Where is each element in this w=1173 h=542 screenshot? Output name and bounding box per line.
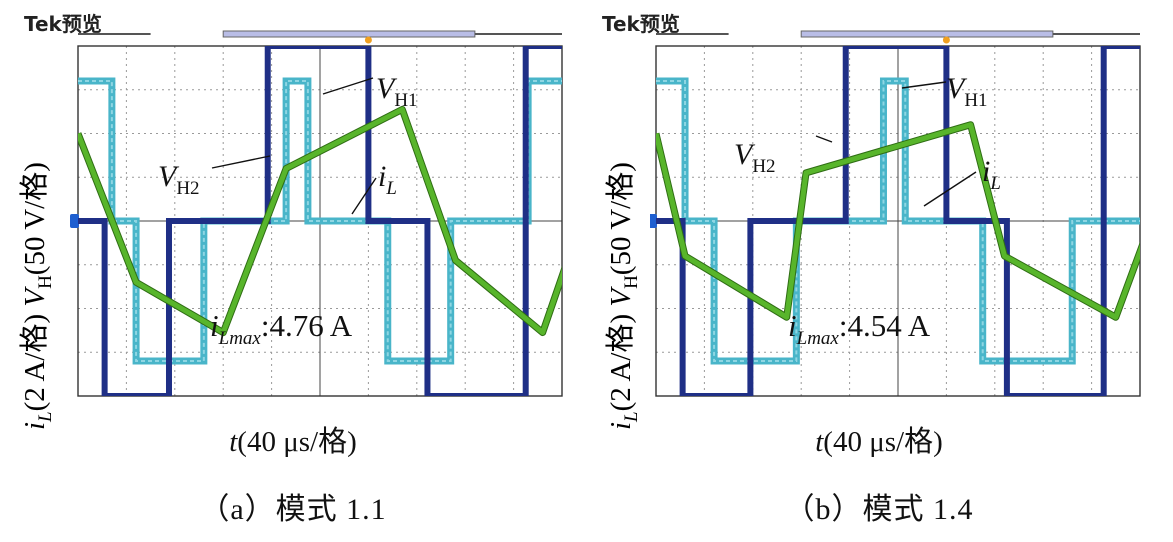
caption: （a）模式 1.1: [199, 493, 387, 526]
svg-text:iL(2 A/格) VH(50 V/格): iL(2 A/格) VH(50 V/格): [604, 162, 642, 430]
ruler-window: [222, 30, 476, 38]
label-vh2: VH2: [158, 160, 200, 199]
trigger-marker: [364, 36, 372, 44]
x-axis-label: t(40 μs/格): [815, 426, 943, 458]
label-vh1: VH1: [376, 72, 418, 111]
oscilloscope-plot: VH1 VH2 iL iLmax:4.54 A: [650, 30, 1141, 397]
label-il: iL: [378, 160, 397, 199]
svg-text:iL(2 A/格) VH(50 V/格): iL(2 A/格) VH(50 V/格): [18, 162, 56, 430]
leader-line-il: [351, 177, 377, 215]
panel-mode-1-1: Tek预览 iL(2 A/格) VH(50 V/格) VH1 VH2 iL iLmax…: [0, 0, 586, 542]
leader-line-vh1: [901, 81, 947, 89]
screen: VH1 VH2 iL iLmax:4.54 A: [650, 30, 1141, 397]
traces: [656, 46, 1140, 396]
y-axis-label: iL(2 A/格) VH(50 V/格): [18, 162, 56, 430]
y-axis-label: iL(2 A/格) VH(50 V/格): [604, 162, 642, 430]
caption: （b）模式 1.4: [784, 493, 974, 526]
annotation-ilmax: iLmax:4.54 A: [788, 308, 931, 349]
leader-line-vh1: [322, 77, 374, 95]
x-axis-label: t(40 μs/格): [229, 426, 357, 458]
ruler-window: [800, 30, 1054, 38]
leader-line-vh2: [211, 155, 271, 169]
label-il: iL: [982, 155, 1001, 194]
ground-marker: [650, 214, 657, 228]
panel-mode-1-4: Tek预览 iL(2 A/格) VH(50 V/格) VH1 VH2 iL iLmax…: [586, 0, 1172, 542]
label-vh1: VH1: [946, 72, 988, 111]
screen: VH1 VH2 iL iLmax:4.76 A: [70, 30, 563, 397]
oscilloscope-plot: VH1 VH2 iL iLmax:4.76 A: [70, 30, 563, 397]
leader-line-il: [923, 171, 977, 207]
scope-header: Tek预览: [602, 12, 680, 36]
scope-header: Tek预览: [24, 12, 102, 36]
traces: [78, 46, 562, 396]
trace-il: [78, 106, 562, 336]
trace-il: [656, 122, 1140, 320]
label-vh2: VH2: [734, 138, 776, 177]
trace-vh2-noise: [78, 80, 562, 362]
annotation-ilmax: iLmax:4.76 A: [210, 308, 353, 349]
trigger-marker: [942, 36, 950, 44]
ground-marker: [70, 214, 79, 228]
leader-line-vh2: [815, 135, 833, 143]
